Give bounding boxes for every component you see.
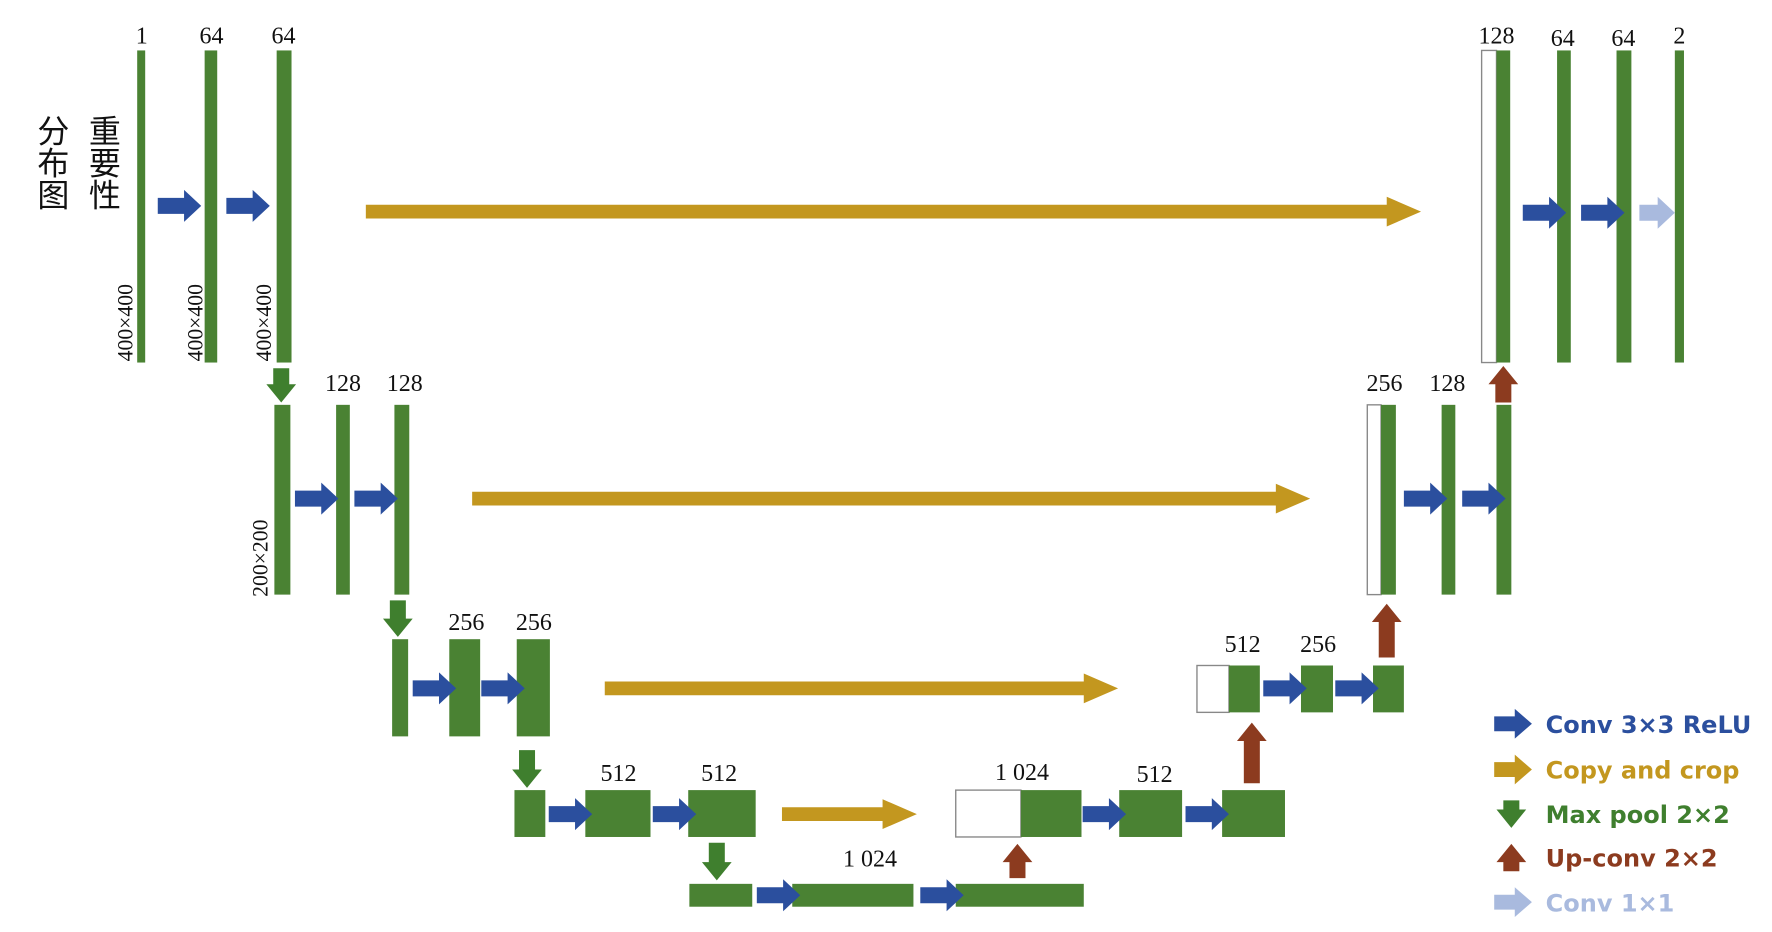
channel-label: 2 [1673, 24, 1685, 50]
channel-label: 512 [701, 761, 737, 787]
arrow [226, 189, 270, 222]
arrow [266, 368, 297, 403]
feature-block [1222, 790, 1285, 837]
arrow [1263, 672, 1307, 705]
arrow [1639, 196, 1675, 229]
channel-label: 1 [136, 24, 148, 50]
feature-block [792, 883, 914, 907]
size-label: 400×400 [183, 284, 207, 362]
arrow [365, 196, 1422, 227]
channel-label: 512 [1137, 762, 1173, 788]
feature-block [1373, 665, 1404, 713]
feature-block [1300, 665, 1334, 713]
channel-label: 256 [516, 610, 552, 636]
feature-block [1674, 50, 1684, 363]
channel-label: 256 [1300, 632, 1336, 658]
arrow [1494, 754, 1532, 785]
input-label: 分布图 [32, 114, 70, 210]
feature-block [394, 404, 410, 595]
arrow [548, 798, 593, 831]
channel-label: 1 024 [843, 847, 897, 873]
arrow [1522, 196, 1567, 229]
crop-block [1196, 664, 1230, 714]
legend-label: Conv 1×1 [1546, 889, 1675, 917]
arrow [1581, 196, 1625, 229]
arrow [920, 879, 964, 912]
channel-label: 64 [199, 24, 223, 50]
size-label: 400×400 [114, 284, 138, 362]
feature-block [392, 639, 409, 737]
feature-block [955, 883, 1084, 907]
size-label: 200×200 [249, 519, 273, 597]
channel-label: 128 [325, 371, 361, 397]
legend-label: Copy and crop [1546, 757, 1740, 785]
channel-label: 128 [1478, 24, 1514, 50]
channel-label: 128 [1429, 371, 1465, 397]
arrow [1494, 887, 1532, 918]
legend-label: Up-conv 2×2 [1546, 845, 1718, 873]
arrow [294, 482, 339, 515]
channel-label: 256 [448, 610, 484, 636]
feature-block [1381, 404, 1396, 595]
feature-block [274, 404, 291, 595]
crop-block [955, 789, 1022, 838]
channel-label: 64 [272, 24, 296, 50]
feature-block [1441, 404, 1456, 595]
arrow [652, 798, 697, 831]
size-label: 400×400 [252, 284, 276, 362]
feature-block [1119, 790, 1183, 837]
crop-block [1480, 49, 1498, 364]
arrow [1185, 798, 1229, 831]
arrow [1371, 603, 1402, 658]
feature-block [688, 790, 756, 837]
arrow [781, 799, 917, 829]
arrow [354, 482, 398, 515]
input-label: 重要性 [84, 114, 122, 210]
channel-label: 512 [600, 761, 636, 787]
arrow [472, 483, 1311, 514]
arrow [157, 189, 202, 222]
arrow [1335, 672, 1379, 705]
feature-block [585, 790, 651, 837]
feature-block [1496, 50, 1511, 363]
feature-block [1557, 50, 1571, 363]
arrow [701, 842, 732, 881]
arrow [1488, 365, 1519, 403]
arrow [481, 672, 525, 705]
channel-label: 512 [1225, 632, 1261, 658]
channel-label: 1 024 [995, 760, 1049, 786]
arrow [1494, 708, 1532, 739]
feature-block [1020, 790, 1082, 837]
feature-block [276, 50, 292, 363]
feature-block [336, 404, 350, 595]
legend-label: Max pool 2×2 [1546, 801, 1730, 829]
channel-label: 256 [1366, 371, 1402, 397]
feature-block [689, 883, 753, 907]
crop-block [1366, 404, 1382, 596]
arrow [1496, 843, 1527, 872]
feature-block [1616, 50, 1632, 363]
feature-block [1228, 665, 1260, 713]
legend-label: Conv 3×3 ReLU [1546, 711, 1752, 739]
arrow [1236, 722, 1267, 784]
feature-block [137, 50, 146, 363]
arrow [604, 673, 1119, 704]
channel-label: 64 [1551, 26, 1575, 52]
channel-label: 64 [1611, 26, 1635, 52]
arrow [1496, 800, 1527, 828]
arrow [756, 879, 801, 912]
arrow [412, 672, 457, 705]
feature-block [514, 790, 546, 837]
arrow [1082, 798, 1127, 831]
arrow [1403, 482, 1448, 515]
channel-label: 128 [387, 371, 423, 397]
feature-block [204, 50, 218, 363]
arrow [512, 750, 542, 788]
arrow [382, 600, 413, 637]
arrow [1002, 843, 1033, 879]
